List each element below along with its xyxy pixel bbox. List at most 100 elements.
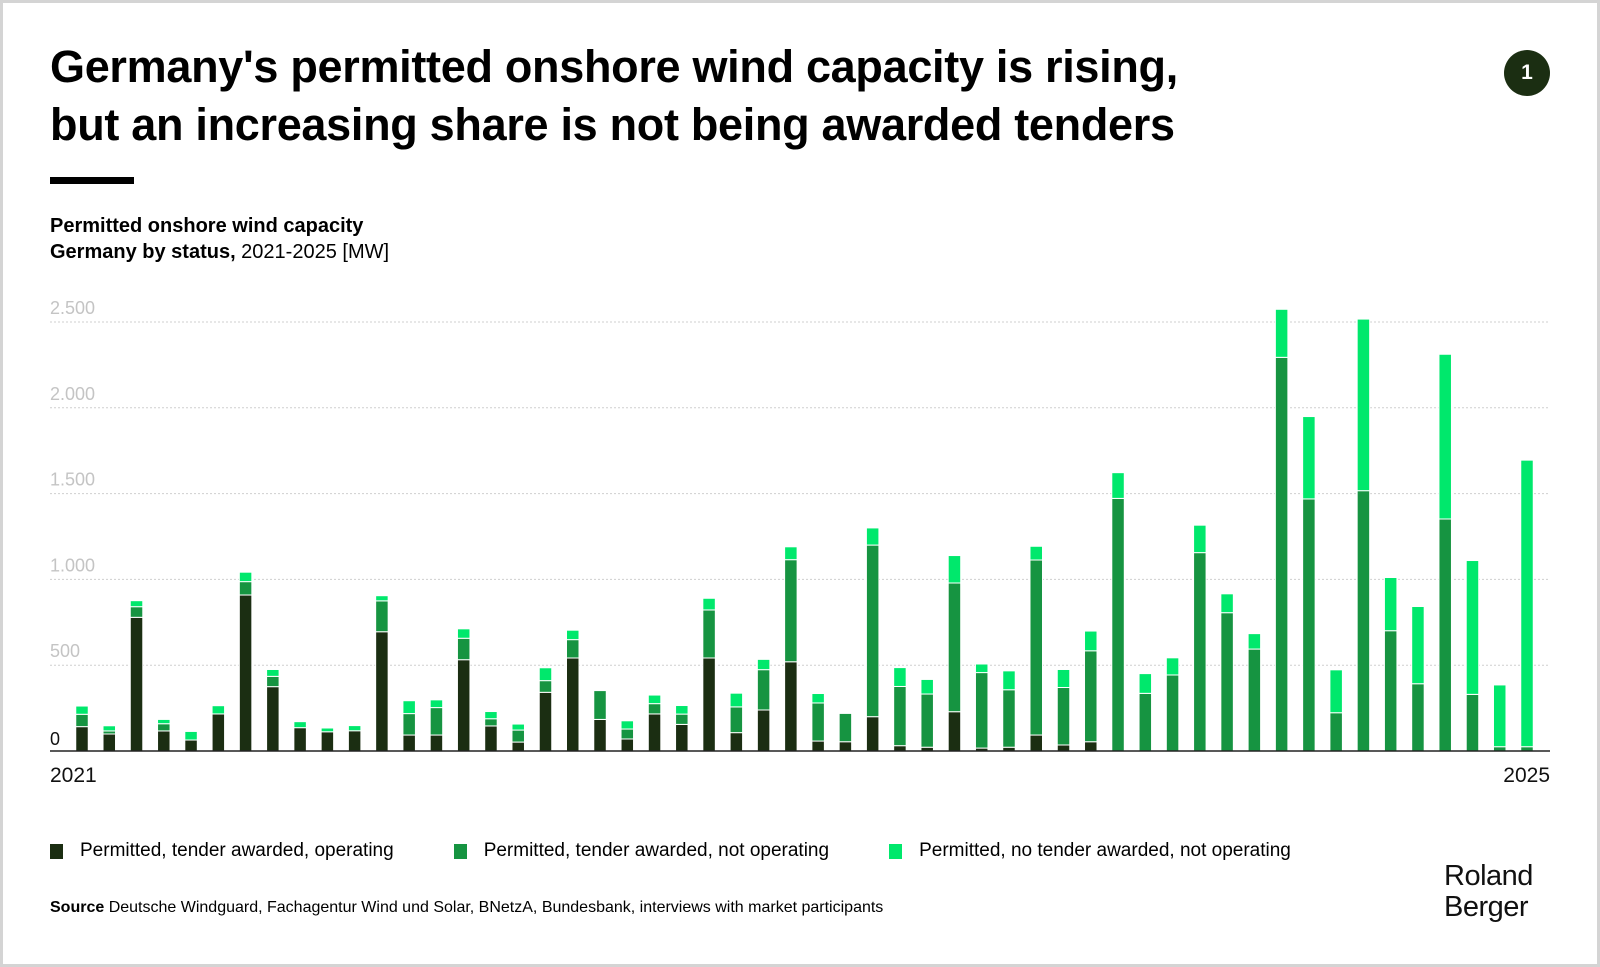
bar-stack xyxy=(1520,459,1534,752)
bar-segment-operating xyxy=(1029,734,1043,752)
bar-stack xyxy=(947,555,962,752)
logo-line-2: Berger xyxy=(1444,891,1529,923)
bar-segment-no-tender xyxy=(811,693,825,704)
bar-segment-no-tender xyxy=(784,546,798,561)
bar-segment-awarded-not-operating xyxy=(429,707,444,736)
bar-segment-operating xyxy=(784,661,798,752)
bar-stack xyxy=(893,667,907,752)
bar-segment-awarded-not-operating xyxy=(1220,612,1234,752)
bar-stack xyxy=(1438,353,1452,752)
subtitle-line-2: Germany by status, 2021-2025 [MW] xyxy=(50,239,389,265)
bar-segment-operating xyxy=(211,713,226,752)
bar-segment-no-tender xyxy=(1138,673,1153,694)
bar-segment-awarded-not-operating xyxy=(266,675,280,688)
bar-segment-no-tender xyxy=(920,678,934,695)
bar-segment-no-tender xyxy=(1247,633,1262,650)
bar-segment-operating xyxy=(647,713,662,752)
roland-berger-logo: Roland Berger xyxy=(1444,861,1533,923)
bar-segment-awarded-not-operating xyxy=(893,685,907,747)
bar-stack xyxy=(320,727,335,752)
legend-item-operating: Permitted, tender awarded, operating xyxy=(50,840,394,862)
bar-segment-no-tender xyxy=(1220,593,1234,614)
bar-stack xyxy=(1356,318,1371,752)
bar-segment-operating xyxy=(402,734,416,752)
bar-segment-awarded-not-operating xyxy=(1438,518,1452,752)
bar-segment-no-tender xyxy=(511,723,525,731)
bar-stack xyxy=(729,692,744,752)
bar-stack xyxy=(920,678,934,752)
y-tick-label: 500 xyxy=(50,641,80,661)
bar-segment-no-tender xyxy=(1520,459,1534,748)
bar-stack xyxy=(566,629,580,752)
legend-swatch-operating xyxy=(50,843,63,859)
x-label-end: 2025 xyxy=(1503,764,1550,787)
bar-segment-operating xyxy=(620,738,635,752)
bar-stack xyxy=(1411,606,1425,752)
bar-segment-no-tender xyxy=(566,629,580,641)
bar-segment-awarded-not-operating xyxy=(402,713,416,736)
bar-segment-operating xyxy=(675,723,689,752)
bar-segment-no-tender xyxy=(1438,353,1452,520)
logo-line-1: Roland xyxy=(1444,860,1533,892)
bar-segment-no-tender xyxy=(756,658,771,671)
bar-segment-no-tender xyxy=(211,705,226,715)
bar-segment-no-tender xyxy=(266,668,280,677)
y-axis-labels: 0 500 1.000 1.500 2.000 2.500 xyxy=(50,298,95,749)
bar-segment-operating xyxy=(266,686,280,752)
bar-stack xyxy=(402,700,416,752)
bar-segment-no-tender xyxy=(293,721,307,729)
bar-segment-operating xyxy=(756,709,771,752)
bar-segment-operating xyxy=(1084,741,1098,752)
legend-swatch-no-tender xyxy=(889,843,903,859)
bar-segment-no-tender xyxy=(1356,318,1371,492)
bar-stack xyxy=(211,705,226,752)
bar-segment-no-tender xyxy=(1492,684,1507,748)
bar-segment-no-tender xyxy=(1465,560,1480,695)
bar-stack xyxy=(184,730,198,752)
bar-segment-no-tender xyxy=(1329,669,1343,714)
bar-segment-awarded-not-operating xyxy=(838,712,853,743)
gridlines xyxy=(50,321,1550,666)
bar-segment-operating xyxy=(157,730,171,752)
bar-stack xyxy=(1056,668,1071,752)
bar-segment-awarded-not-operating xyxy=(484,718,498,727)
legend-item-awarded-not-operating: Permitted, tender awarded, not operating xyxy=(453,840,829,862)
bar-segment-awarded-not-operating xyxy=(1193,552,1207,752)
bar-stack xyxy=(1002,670,1016,752)
bar-segment-no-tender xyxy=(320,727,335,733)
bar-segment-awarded-not-operating xyxy=(456,637,471,661)
bar-segment-operating xyxy=(865,716,880,752)
title-underline-rule xyxy=(50,177,134,184)
bar-stack xyxy=(702,597,716,752)
bar-segment-operating xyxy=(511,741,525,752)
x-label-start: 2021 xyxy=(50,764,97,787)
bar-segment-awarded-not-operating xyxy=(756,669,771,711)
bar-stack xyxy=(675,705,689,752)
bar-segment-awarded-not-operating xyxy=(75,713,89,728)
bar-segment-no-tender xyxy=(647,694,662,705)
bar-stack xyxy=(347,725,362,752)
y-tick-label: 2.000 xyxy=(50,384,95,404)
bar-stack xyxy=(784,546,798,752)
bar-segment-awarded-not-operating xyxy=(620,728,635,740)
bar-segment-no-tender xyxy=(1111,472,1125,499)
bar-segment-no-tender xyxy=(102,725,117,732)
bar-segment-awarded-not-operating xyxy=(865,544,880,718)
bar-segment-awarded-not-operating xyxy=(947,582,962,713)
bar-segment-awarded-not-operating xyxy=(1247,648,1262,752)
bar-stack xyxy=(75,705,89,752)
bar-segment-awarded-not-operating xyxy=(566,639,580,659)
bar-segment-awarded-not-operating xyxy=(1165,674,1180,752)
bar-stack xyxy=(1111,472,1125,752)
bar-segment-operating xyxy=(102,733,117,752)
legend-label: Permitted, tender awarded, operating xyxy=(80,840,394,861)
bar-stack xyxy=(129,600,144,752)
bar-segment-awarded-not-operating xyxy=(1084,650,1098,743)
bar-stack xyxy=(266,668,280,752)
bar-segment-no-tender xyxy=(157,718,171,725)
bar-segment-awarded-not-operating xyxy=(729,706,744,734)
bar-segment-awarded-not-operating xyxy=(1029,559,1043,736)
bar-stack xyxy=(1220,593,1234,752)
bar-stack xyxy=(1383,577,1398,752)
